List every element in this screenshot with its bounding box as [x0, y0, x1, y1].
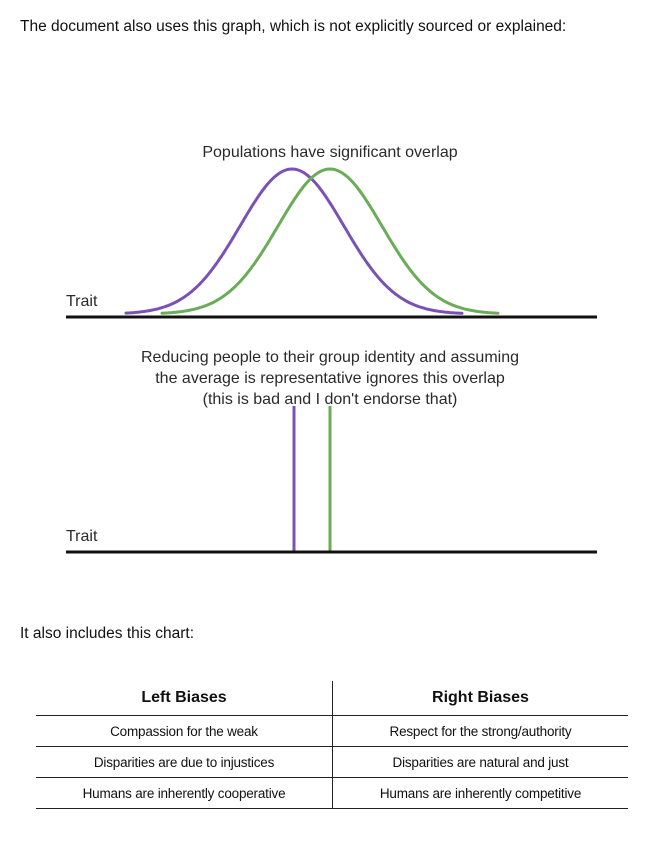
intro-paragraph: The document also uses this graph, which… — [20, 18, 567, 35]
bottom-axis-label: Trait — [66, 528, 98, 545]
right-bias-cell: Disparities are natural and just — [332, 746, 628, 778]
top-panel-title: Populations have significant overlap — [202, 144, 457, 161]
table-row: Humans are inherently cooperative Humans… — [36, 777, 628, 809]
table-row: Disparities are due to injustices Dispar… — [36, 746, 628, 778]
table-row: Compassion for the weak Respect for the … — [36, 715, 628, 747]
right-bias-cell: Respect for the strong/authority — [332, 715, 628, 747]
right-bias-cell: Humans are inherently competitive — [332, 777, 628, 809]
right-biases-header: Right Biases — [332, 681, 628, 716]
table-header-row: Left Biases Right Biases — [36, 681, 628, 716]
biases-table: Left Biases Right Biases Compassion for … — [36, 681, 628, 809]
left-biases-header: Left Biases — [36, 681, 333, 716]
green-distribution-curve — [160, 167, 500, 315]
caption-line-3: (this is bad and I don't endorse that) — [203, 391, 458, 408]
left-bias-cell: Humans are inherently cooperative — [36, 777, 333, 809]
left-bias-cell: Compassion for the weak — [36, 715, 333, 747]
caption-line-2: the average is representative ignores th… — [155, 370, 505, 387]
chart-intro-paragraph: It also includes this chart: — [20, 625, 195, 642]
caption-line-1: Reducing people to their group identity … — [141, 349, 519, 366]
top-axis-label: Trait — [66, 293, 98, 310]
purple-distribution-curve — [124, 167, 464, 315]
left-bias-cell: Disparities are due to injustices — [36, 746, 333, 778]
